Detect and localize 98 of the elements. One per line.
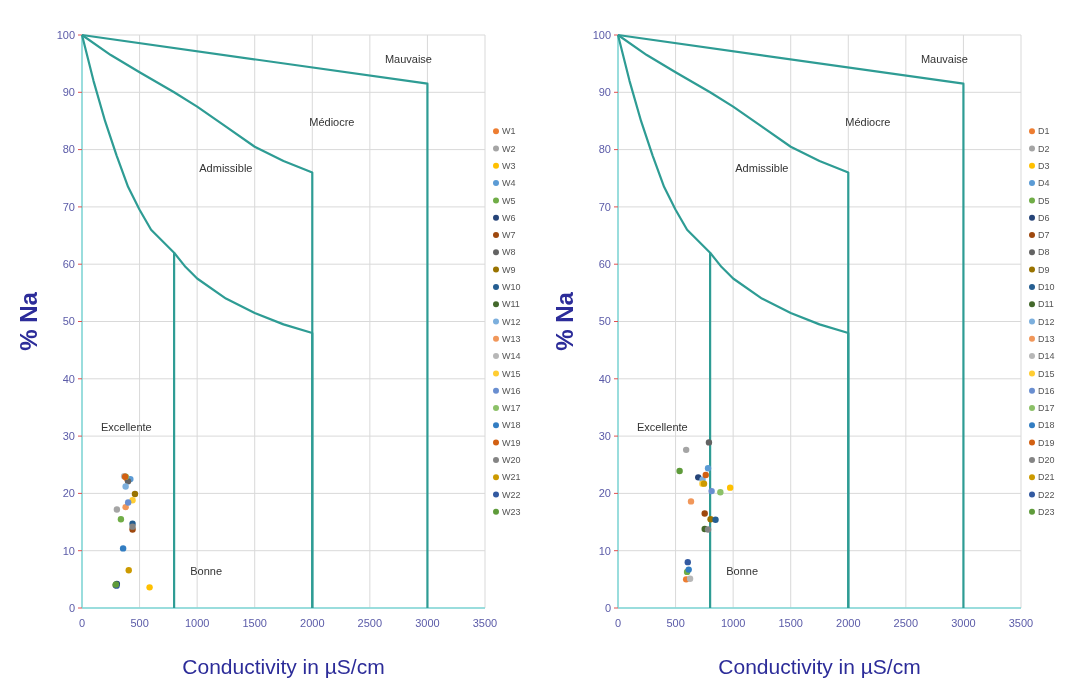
x-tick-label: 1500: [242, 617, 267, 629]
legend-label: W1: [502, 126, 516, 137]
annotation: Mauvaise: [920, 53, 968, 66]
annotation: Excellente: [636, 421, 688, 434]
y-tick-label: 30: [598, 429, 611, 442]
y-tick-label: 10: [598, 544, 611, 557]
annotation: Médiocre: [845, 115, 891, 128]
legend-label: W10: [502, 282, 521, 293]
annotation: Admissible: [199, 161, 253, 174]
x-tick-label: 3000: [415, 617, 440, 629]
x-axis-title: Conductivity in µS/cm: [718, 655, 921, 678]
legend-label: W20: [502, 455, 521, 466]
annotation: Bonne: [190, 564, 223, 577]
y-tick-label: 70: [62, 200, 75, 213]
y-tick-label: 100: [592, 28, 611, 41]
x-tick-label: 3500: [1008, 617, 1034, 629]
x-tick-label: 2000: [836, 617, 861, 629]
annotation: Excellente: [100, 421, 152, 434]
legend-label: D3: [1038, 160, 1050, 171]
y-tick-label: 70: [598, 200, 611, 213]
legend-label: D1: [1038, 126, 1050, 137]
legend-label: D10: [1038, 282, 1055, 293]
legend-label: W5: [502, 195, 516, 206]
y-tick-label: 50: [62, 315, 75, 328]
legend-label: D20: [1038, 455, 1055, 466]
legend-label: D13: [1038, 333, 1055, 344]
legend-label: D19: [1038, 437, 1055, 448]
legend-label: D16: [1038, 385, 1055, 396]
y-tick-label: 10: [62, 544, 75, 557]
annotation: Médiocre: [309, 115, 355, 128]
legend-label: D15: [1038, 368, 1055, 379]
legend-label: W13: [502, 333, 521, 344]
y-axis-title: % Na: [15, 291, 42, 351]
y-axis-title: % Na: [551, 291, 578, 351]
y-tick-label: 50: [598, 315, 611, 328]
x-tick-label: 1000: [184, 617, 210, 629]
x-tick-label: 500: [666, 617, 685, 629]
y-tick-label: 20: [598, 487, 611, 500]
x-axis-title: Conductivity in µS/cm: [182, 655, 385, 678]
legend-label: D23: [1038, 506, 1055, 517]
legend-label: D12: [1038, 316, 1055, 327]
legend-label: W4: [502, 178, 516, 189]
y-tick-label: 60: [62, 258, 75, 271]
legend-label: W2: [502, 143, 516, 154]
y-tick-label: 80: [62, 143, 75, 156]
legend-label: D5: [1038, 195, 1050, 206]
legend-label: D11: [1038, 299, 1054, 310]
legend-label: W16: [502, 385, 521, 396]
legend-label: W23: [502, 506, 521, 517]
y-tick-label: 20: [62, 487, 75, 500]
legend-label: W22: [502, 489, 521, 500]
legend-label: W12: [502, 316, 521, 327]
legend-label: W11: [502, 299, 520, 310]
x-tick-label: 500: [130, 617, 149, 629]
legend-label: W8: [502, 247, 516, 258]
y-tick-label: 40: [598, 372, 611, 385]
annotation: Admissible: [735, 161, 789, 174]
legend-label: D7: [1038, 230, 1050, 241]
y-tick-label: 0: [68, 601, 75, 614]
legend-label: D9: [1038, 264, 1050, 275]
y-tick-label: 0: [604, 601, 611, 614]
legend-label: W6: [502, 212, 516, 223]
x-tick-label: 3500: [472, 617, 498, 629]
legend-label: W9: [502, 264, 516, 275]
x-tick-label: 0: [614, 617, 622, 629]
y-tick-label: 80: [598, 143, 611, 156]
legend-label: W15: [502, 368, 521, 379]
x-tick-label: 1000: [720, 617, 746, 629]
x-tick-label: 3000: [951, 617, 976, 629]
legend-label: D2: [1038, 143, 1050, 154]
legend-label: W17: [502, 403, 521, 414]
x-tick-label: 2500: [893, 617, 919, 629]
y-tick-label: 60: [598, 258, 611, 271]
y-tick-label: 40: [62, 372, 75, 385]
legend-label: D8: [1038, 247, 1050, 258]
legend-label: W7: [502, 230, 516, 241]
x-tick-label: 0: [78, 617, 86, 629]
legend-label: D4: [1038, 178, 1050, 189]
legend-label: W14: [502, 351, 521, 362]
legend-label: D18: [1038, 420, 1055, 431]
legend-label: W3: [502, 160, 516, 171]
annotation: Bonne: [726, 564, 759, 577]
x-tick-label: 1500: [778, 617, 803, 629]
y-tick-label: 90: [62, 86, 75, 99]
x-tick-label: 2000: [300, 617, 325, 629]
legend-label: D21: [1038, 472, 1055, 483]
y-tick-label: 30: [62, 429, 75, 442]
legend-label: D6: [1038, 212, 1050, 223]
y-tick-label: 90: [598, 86, 611, 99]
y-tick-label: 100: [56, 28, 75, 41]
legend-label: W18: [502, 420, 521, 431]
legend-label: D22: [1038, 489, 1055, 500]
legend-label: W19: [502, 437, 521, 448]
legend-label: W21: [502, 472, 521, 483]
legend-label: D14: [1038, 351, 1055, 362]
annotation: Mauvaise: [384, 53, 432, 66]
legend-label: D17: [1038, 403, 1055, 414]
x-tick-label: 2500: [357, 617, 383, 629]
